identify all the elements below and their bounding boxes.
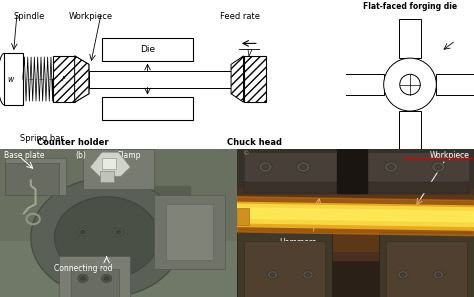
Polygon shape bbox=[367, 152, 469, 193]
Polygon shape bbox=[237, 202, 474, 230]
Polygon shape bbox=[237, 197, 474, 236]
Text: Flat-faced forging die: Flat-faced forging die bbox=[363, 2, 457, 11]
Text: Workpiece: Workpiece bbox=[69, 12, 113, 21]
Circle shape bbox=[31, 178, 182, 297]
Polygon shape bbox=[244, 241, 325, 297]
Bar bbox=[4, 53, 23, 105]
Polygon shape bbox=[244, 152, 337, 193]
Circle shape bbox=[55, 197, 159, 279]
Circle shape bbox=[267, 271, 278, 279]
Polygon shape bbox=[237, 148, 474, 195]
Circle shape bbox=[303, 271, 313, 279]
Circle shape bbox=[78, 274, 88, 282]
Text: Connecting rod: Connecting rod bbox=[54, 264, 112, 273]
Polygon shape bbox=[0, 148, 237, 297]
Polygon shape bbox=[237, 208, 249, 225]
Polygon shape bbox=[166, 204, 213, 260]
Polygon shape bbox=[75, 56, 89, 102]
Text: w: w bbox=[8, 75, 14, 83]
Circle shape bbox=[81, 277, 85, 280]
Polygon shape bbox=[71, 269, 118, 297]
Text: (b): (b) bbox=[76, 151, 87, 160]
Bar bbox=[102, 97, 193, 120]
Text: ©: © bbox=[242, 151, 248, 156]
Text: Hammers: Hammers bbox=[280, 238, 317, 247]
Circle shape bbox=[113, 228, 124, 236]
Polygon shape bbox=[90, 152, 130, 176]
Circle shape bbox=[400, 74, 420, 95]
Polygon shape bbox=[237, 208, 474, 222]
Bar bbox=[102, 38, 193, 61]
Polygon shape bbox=[244, 182, 337, 193]
Polygon shape bbox=[400, 20, 420, 58]
Circle shape bbox=[270, 273, 275, 277]
Bar bbox=[89, 71, 244, 88]
Polygon shape bbox=[100, 171, 114, 182]
Text: Die: Die bbox=[140, 45, 155, 54]
Polygon shape bbox=[0, 241, 237, 297]
Text: Clamp: Clamp bbox=[116, 151, 141, 160]
Polygon shape bbox=[102, 158, 116, 169]
Circle shape bbox=[78, 228, 88, 236]
Text: Feed rate: Feed rate bbox=[220, 12, 260, 21]
Polygon shape bbox=[237, 189, 474, 260]
Circle shape bbox=[116, 230, 121, 234]
Circle shape bbox=[262, 165, 269, 170]
Polygon shape bbox=[5, 158, 66, 195]
Polygon shape bbox=[386, 241, 467, 297]
Text: V: V bbox=[246, 49, 252, 58]
Text: Counter holder: Counter holder bbox=[37, 138, 109, 147]
Polygon shape bbox=[237, 232, 332, 297]
Circle shape bbox=[433, 271, 444, 279]
Polygon shape bbox=[367, 182, 469, 193]
Bar bbox=[244, 56, 265, 102]
Text: Workpiece: Workpiece bbox=[429, 151, 469, 160]
Circle shape bbox=[259, 162, 272, 172]
Polygon shape bbox=[83, 148, 154, 189]
Circle shape bbox=[300, 165, 307, 170]
Text: F: F bbox=[62, 76, 65, 82]
Polygon shape bbox=[71, 186, 190, 260]
Polygon shape bbox=[379, 232, 474, 297]
Text: Base plate: Base plate bbox=[4, 151, 44, 160]
Polygon shape bbox=[437, 74, 474, 95]
Polygon shape bbox=[59, 256, 130, 297]
Circle shape bbox=[104, 277, 109, 280]
Polygon shape bbox=[231, 56, 244, 102]
Circle shape bbox=[398, 271, 408, 279]
Circle shape bbox=[436, 273, 441, 277]
Text: Spring bar: Spring bar bbox=[19, 134, 64, 143]
Circle shape bbox=[435, 165, 442, 170]
Circle shape bbox=[432, 162, 445, 172]
Polygon shape bbox=[337, 148, 367, 193]
Polygon shape bbox=[5, 163, 59, 195]
Text: Chuck head: Chuck head bbox=[227, 138, 282, 147]
Polygon shape bbox=[237, 148, 474, 297]
Circle shape bbox=[401, 273, 405, 277]
Circle shape bbox=[383, 58, 437, 111]
Circle shape bbox=[81, 230, 85, 234]
Circle shape bbox=[384, 162, 398, 172]
Circle shape bbox=[101, 274, 112, 282]
Polygon shape bbox=[345, 74, 383, 95]
Polygon shape bbox=[237, 195, 474, 251]
Polygon shape bbox=[75, 56, 89, 102]
Text: Spindle: Spindle bbox=[13, 12, 45, 21]
Polygon shape bbox=[154, 195, 225, 269]
Circle shape bbox=[297, 162, 310, 172]
Circle shape bbox=[388, 165, 394, 170]
Polygon shape bbox=[400, 111, 420, 150]
Polygon shape bbox=[237, 204, 474, 226]
Bar bbox=[53, 56, 75, 102]
Circle shape bbox=[306, 273, 310, 277]
